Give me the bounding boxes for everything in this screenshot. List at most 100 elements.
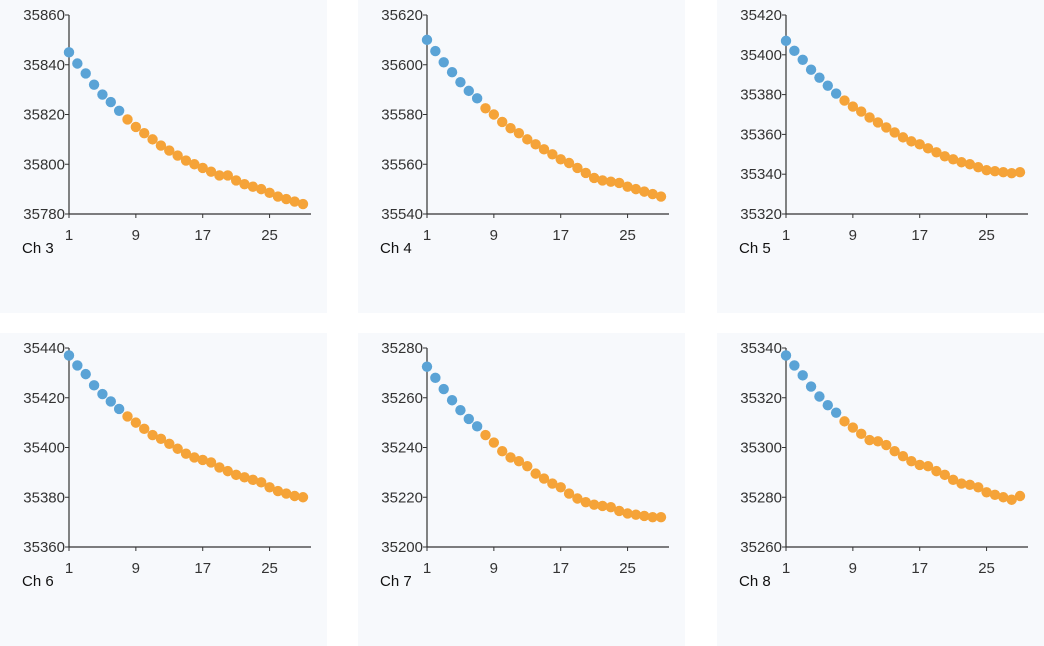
chart-panel-ch3: 35780 35800 35820 35840 35860 1 9 17 25 Ch 3 bbox=[0, 0, 327, 313]
data-point bbox=[256, 477, 267, 488]
data-point bbox=[180, 155, 192, 166]
y-tick-label: 35840 bbox=[23, 57, 65, 74]
y-tick-label: 35320 bbox=[740, 390, 782, 407]
data-point bbox=[914, 139, 925, 150]
data-point bbox=[438, 57, 449, 68]
data-point bbox=[455, 404, 466, 416]
data-point bbox=[164, 145, 175, 156]
data-point bbox=[780, 35, 792, 47]
y-tick-label: 35420 bbox=[23, 390, 65, 407]
data-point bbox=[839, 95, 850, 106]
data-point bbox=[97, 388, 108, 400]
y-tick-label: 35200 bbox=[381, 539, 423, 556]
data-point bbox=[847, 422, 859, 433]
x-tick-label: 9 bbox=[849, 227, 857, 244]
data-point bbox=[446, 395, 458, 406]
data-point bbox=[906, 455, 917, 467]
data-point bbox=[947, 154, 959, 165]
data-point bbox=[497, 116, 508, 128]
y-tick-label: 35380 bbox=[23, 489, 65, 506]
data-point bbox=[956, 478, 967, 489]
y-tick-label: 35540 bbox=[381, 206, 423, 223]
data-point bbox=[872, 436, 884, 447]
data-point bbox=[856, 106, 867, 117]
data-point bbox=[897, 451, 909, 462]
data-point bbox=[797, 54, 808, 65]
chart-svg: 35540 35560 35580 35600 35620 1 9 17 25 Ch 4 bbox=[380, 7, 669, 257]
data-point bbox=[964, 479, 976, 491]
data-point bbox=[497, 446, 508, 457]
data-point bbox=[505, 122, 516, 134]
data-point bbox=[463, 413, 474, 425]
data-point bbox=[122, 114, 133, 125]
data-point bbox=[538, 144, 550, 155]
data-point bbox=[572, 493, 583, 504]
data-point bbox=[614, 505, 625, 517]
chart-label: Ch 3 bbox=[22, 240, 54, 257]
chart-label: Ch 7 bbox=[380, 573, 412, 590]
data-point bbox=[105, 396, 116, 407]
x-tick-label: 17 bbox=[194, 560, 211, 577]
x-tick-label: 17 bbox=[911, 227, 928, 244]
y-tick-label: 35560 bbox=[381, 156, 423, 173]
y-tick-label: 35300 bbox=[740, 440, 782, 457]
data-point bbox=[588, 499, 600, 510]
data-point bbox=[205, 457, 217, 468]
data-point bbox=[256, 183, 267, 195]
y-tick-label: 35580 bbox=[381, 107, 423, 124]
data-point bbox=[281, 193, 292, 205]
y-tick-label: 35600 bbox=[381, 57, 423, 74]
data-point bbox=[272, 485, 284, 497]
data-point bbox=[147, 429, 158, 441]
data-point bbox=[197, 454, 208, 466]
data-point bbox=[522, 460, 533, 472]
data-point bbox=[505, 452, 516, 463]
data-point bbox=[956, 157, 967, 168]
data-point bbox=[130, 417, 142, 428]
data-point bbox=[155, 140, 167, 151]
data-point bbox=[981, 165, 992, 176]
chart-panel-ch6: 35360 35380 35400 35420 35440 1 9 17 25 Ch 6 bbox=[0, 333, 327, 646]
data-point bbox=[297, 492, 309, 503]
data-point bbox=[789, 45, 800, 57]
data-point bbox=[789, 360, 800, 371]
data-point bbox=[455, 76, 466, 88]
y-tick-label: 35280 bbox=[381, 340, 423, 357]
chart-label: Ch 5 bbox=[739, 240, 771, 257]
data-point bbox=[881, 122, 892, 133]
x-tick-label: 9 bbox=[132, 560, 140, 577]
data-point bbox=[247, 181, 259, 192]
data-point bbox=[605, 502, 617, 513]
x-tick-label: 25 bbox=[619, 560, 636, 577]
data-point bbox=[72, 360, 83, 371]
data-point bbox=[264, 187, 275, 199]
data-point bbox=[122, 411, 133, 422]
data-point bbox=[488, 437, 500, 448]
data-point bbox=[430, 45, 441, 57]
chart-label: Ch 4 bbox=[380, 240, 412, 257]
data-point bbox=[614, 177, 625, 189]
data-point bbox=[931, 147, 942, 158]
data-point bbox=[889, 446, 900, 457]
data-point bbox=[189, 159, 200, 170]
data-point bbox=[922, 143, 934, 154]
data-point bbox=[830, 88, 842, 99]
data-point bbox=[897, 132, 909, 143]
data-point bbox=[597, 500, 608, 512]
data-point bbox=[647, 188, 658, 200]
data-point bbox=[513, 127, 525, 139]
data-point bbox=[480, 429, 491, 441]
data-point bbox=[864, 434, 875, 446]
x-tick-label: 1 bbox=[782, 560, 790, 577]
x-tick-label: 17 bbox=[911, 560, 928, 577]
data-point bbox=[289, 196, 300, 207]
data-point bbox=[864, 112, 875, 123]
data-point bbox=[939, 151, 950, 162]
y-tick-label: 35280 bbox=[740, 489, 782, 506]
data-point bbox=[463, 85, 474, 97]
data-point bbox=[881, 439, 892, 451]
data-point bbox=[814, 391, 825, 402]
y-tick-label: 35340 bbox=[740, 340, 782, 357]
data-point bbox=[555, 154, 566, 165]
chart-svg: 35260 35280 35300 35320 35340 1 9 17 25 Ch 8 bbox=[739, 340, 1028, 590]
